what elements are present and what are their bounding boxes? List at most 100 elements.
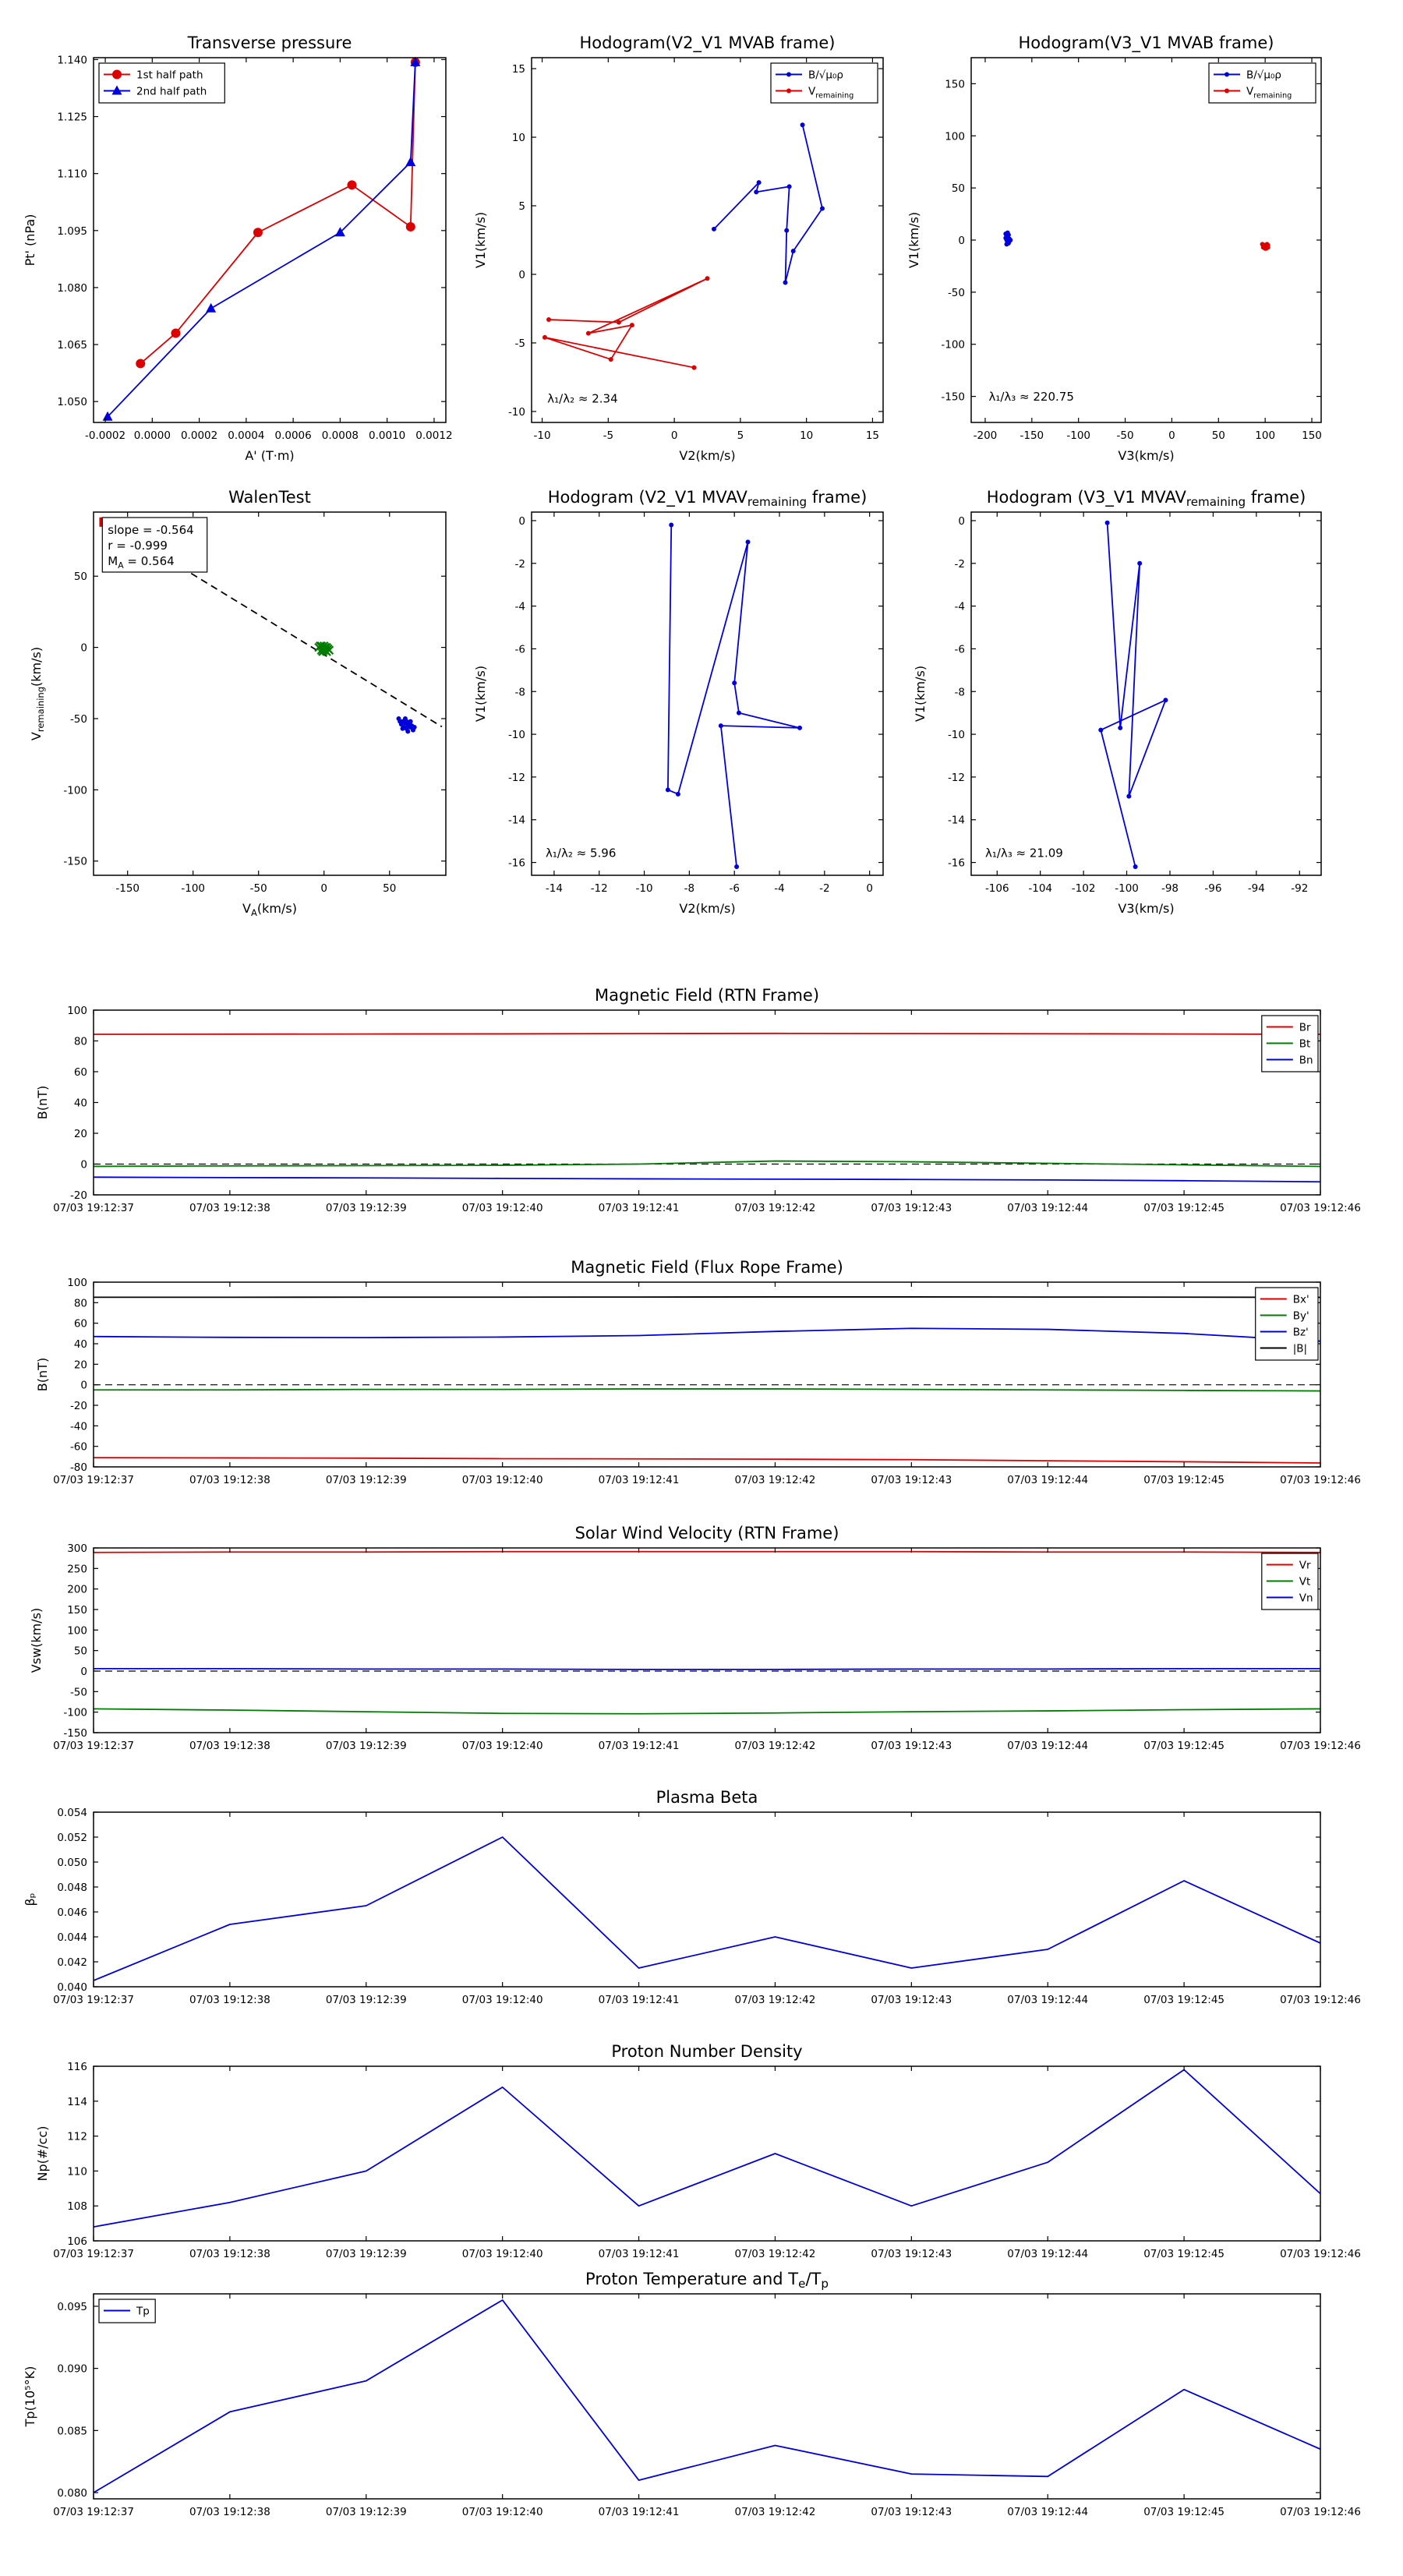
legend-label: By' [1293, 1310, 1309, 1323]
series-vr [93, 1550, 1321, 1553]
y-tick-label: 15 [512, 63, 525, 76]
x-tick-label: 07/03 19:12:43 [871, 1994, 952, 2006]
panel-title: Proton Number Density [611, 2042, 802, 2061]
y-tick-label: -16 [508, 857, 525, 870]
x-tick-label: 07/03 19:12:43 [871, 1474, 952, 1486]
x-tick-label: 50 [1212, 429, 1225, 442]
panel-transverse-pressure: -0.0002 0.0000 0.0002 0.0004 0.0006 0.0008 0.0… [23, 34, 453, 463]
x-tick-label: -50 [250, 882, 267, 895]
y-tick-label: 106 [67, 2235, 87, 2248]
legend-label: Vremaining​ [1246, 86, 1292, 101]
x-tick-label: 07/03 19:12:41 [599, 1202, 680, 1214]
x-tick-label: -106 [985, 882, 1009, 895]
y-tick-label: 1.050 [57, 396, 87, 408]
x-tick-label: 07/03 19:12:43 [871, 2506, 952, 2518]
y-axis-label: Vremaining​(km/s) [29, 647, 46, 740]
x-tick-label: 07/03 19:12:44 [1007, 1994, 1088, 2006]
y-axis-label: V1(km/s) [473, 666, 488, 722]
x-tick-label: 07/03 19:12:41 [599, 1994, 680, 2006]
x-tick-label: 07/03 19:12:39 [326, 1202, 407, 1214]
x-tick-label: 07/03 19:12:37 [53, 1740, 134, 1752]
y-tick-label: 80 [74, 1036, 87, 1048]
y-tick-label: -10 [948, 729, 965, 741]
x-tick-label: 07/03 19:12:39 [326, 1740, 407, 1752]
y-tick-label: 1.110 [57, 168, 87, 181]
y-tick-label: -10 [508, 729, 525, 741]
y-axis-label: βₚ [23, 1892, 37, 1906]
panel-plasma-beta: 07/03 19:12:37 07/03 19:12:38 07/03 19:12:… [23, 1788, 1361, 2006]
y-tick-label: -60 [70, 1441, 87, 1454]
x-tick-label: 07/03 19:12:42 [735, 2506, 816, 2518]
y-tick-label: 100 [67, 1624, 87, 1637]
series-vt [93, 1708, 1321, 1715]
y-axis-label: V1(km/s) [913, 666, 928, 722]
series-by- [94, 1388, 1321, 1392]
y-tick-label: 1.080 [57, 282, 87, 295]
series-vn [94, 1667, 1320, 1670]
panel-title: Plasma Beta [656, 1788, 758, 1807]
y-tick-label: -4 [515, 601, 525, 613]
x-tick-label: -5 [603, 429, 613, 442]
x-tick-label: 0 [671, 429, 678, 442]
x-tick-label: 0 [320, 882, 327, 895]
x-tick-label: -100 [1115, 882, 1139, 895]
x-tick-label: -100 [181, 882, 205, 895]
x-tick-label: 5 [737, 429, 744, 442]
x-axis-label: VA​(km/s) [242, 901, 297, 918]
stats-line: r = -0.999 [108, 539, 168, 553]
legend-box [770, 62, 878, 104]
panel-b-rtn: 07/03 19:12:37 07/03 19:12:38 07/03 19:12:… [35, 986, 1361, 1214]
y-tick-label: 50 [74, 571, 87, 583]
y-tick-label: -100 [941, 339, 965, 352]
x-tick-label: 07/03 19:12:43 [871, 2248, 952, 2260]
y-axis-label: B(nT) [35, 1358, 50, 1391]
legend-label: 2nd half path [136, 86, 207, 98]
y-tick-label: -6 [955, 643, 965, 655]
x-tick-label: 07/03 19:12:42 [735, 1474, 816, 1486]
series--b- [94, 1296, 1321, 1299]
x-tick-label: 07/03 19:12:37 [53, 1202, 134, 1214]
y-tick-label: 0.085 [57, 2425, 87, 2437]
legend-box [98, 62, 225, 104]
y-tick-label: 5 [518, 200, 525, 213]
panel-title: Hodogram (V3_V1 MVAVremaining​ frame) [987, 488, 1306, 509]
x-axis-label: V2(km/s) [679, 448, 735, 463]
x-tick-label: 07/03 19:12:42 [735, 1202, 816, 1214]
y-tick-label: 300 [67, 1542, 87, 1555]
x-tick-label: -12 [591, 882, 608, 895]
x-tick-label: 07/03 19:12:37 [53, 1474, 134, 1486]
y-tick-label: -20 [70, 1189, 87, 1202]
legend-label: Bt [1299, 1038, 1311, 1051]
x-tick-label: 0.0002 [181, 429, 217, 442]
x-tick-label: -2 [819, 882, 829, 895]
x-axis-label: V3(km/s) [1118, 448, 1174, 463]
y-tick-label: 20 [74, 1359, 87, 1371]
y-tick-label: 80 [74, 1297, 87, 1309]
axes-frame [93, 1547, 1321, 1733]
y-tick-label: -20 [70, 1400, 87, 1412]
legend-label: Bn [1299, 1055, 1313, 1067]
y-tick-label: 0.090 [57, 2363, 87, 2376]
panel-title: Magnetic Field (Flux Rope Frame) [571, 1258, 843, 1277]
y-tick-label: 0.080 [57, 2487, 87, 2500]
y-tick-label: 0.048 [57, 1882, 87, 1894]
series-bn [93, 1176, 1321, 1183]
x-tick-label: -200 [974, 429, 998, 442]
x-tick-label: 07/03 19:12:38 [189, 1994, 270, 2006]
x-tick-label: 07/03 19:12:40 [462, 1740, 543, 1752]
y-tick-label: 50 [74, 1645, 87, 1658]
x-tick-label: 07/03 19:12:37 [53, 1994, 134, 2006]
legend-label: Br [1299, 1022, 1311, 1034]
y-tick-label: 1.095 [57, 225, 87, 238]
series-v-remaining [544, 277, 709, 369]
y-tick-label: -14 [948, 814, 965, 827]
annotation: λ₁/λ₂ ≈ 5.96 [546, 846, 616, 860]
y-tick-label: 0.042 [57, 1956, 87, 1969]
y-tick-label: 1.125 [57, 111, 87, 124]
x-tick-label: 0.0004 [228, 429, 264, 442]
y-tick-label: 0 [518, 515, 525, 528]
y-axis-label: Pt' (nPa) [23, 214, 37, 267]
x-tick-label: 07/03 19:12:44 [1007, 1202, 1088, 1214]
x-tick-label: -8 [684, 882, 694, 895]
